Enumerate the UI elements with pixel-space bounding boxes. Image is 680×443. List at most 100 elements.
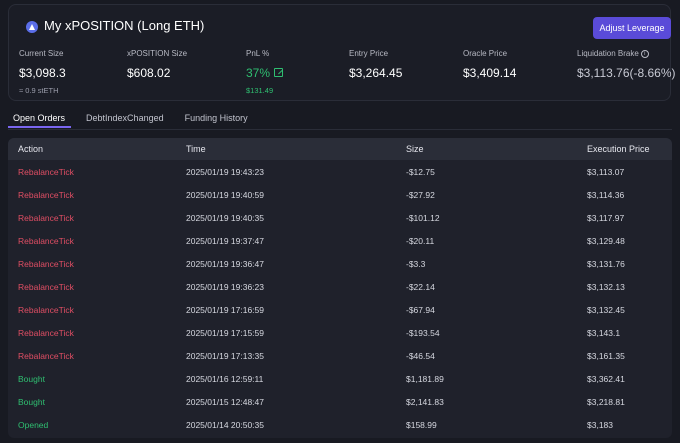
header-action: Action — [18, 144, 44, 154]
stat-liquidation-brake: Liquidation Brake i $3,113.76(-8.66%) — [577, 49, 676, 80]
cell-time: 2025/01/19 19:40:59 — [186, 189, 264, 200]
stat-value: 37% — [246, 66, 284, 80]
cell-action: RebalanceTick — [18, 235, 74, 246]
tab-funding-history[interactable]: Funding History — [184, 113, 248, 123]
table-header: Action Time Size Execution Price — [8, 138, 672, 160]
header-time: Time — [186, 144, 206, 154]
tab-bar: Open Orders DebtIndexChanged Funding His… — [8, 110, 264, 130]
cell-size: -$193.54 — [406, 327, 440, 338]
cell-price: $3,161.35 — [587, 350, 625, 361]
info-icon[interactable]: i — [640, 49, 649, 58]
liquidation-label: Liquidation Brake — [577, 49, 639, 58]
table-row: Opened 2025/01/14 20:50:35 $158.99 $3,183 — [8, 413, 672, 436]
cell-action: RebalanceTick — [18, 327, 74, 338]
cell-price: $3,362.41 — [587, 373, 625, 384]
cell-time: 2025/01/19 19:37:47 — [186, 235, 264, 246]
cell-action: RebalanceTick — [18, 281, 74, 292]
table-row: RebalanceTick 2025/01/19 19:36:47 -$3.3 $3,… — [8, 252, 672, 275]
cell-time: 2025/01/16 12:59:11 — [186, 373, 264, 384]
stat-label: Liquidation Brake i — [577, 49, 676, 58]
cell-price: $3,183 — [587, 419, 613, 430]
cell-size: $2,141.83 — [406, 396, 444, 407]
stat-value: $3,098.3 — [19, 66, 66, 80]
table-row: RebalanceTick 2025/01/19 17:13:35 -$46.54 $… — [8, 344, 672, 367]
table-row: RebalanceTick 2025/01/19 17:15:59 -$193.54… — [8, 321, 672, 344]
stat-pnl: PnL % 37% $131.49 — [246, 49, 284, 95]
stat-label: xPOSITION Size — [127, 49, 188, 58]
cell-size: -$3.3 — [406, 258, 426, 269]
cell-action: Bought — [18, 373, 45, 384]
cell-size: -$12.75 — [406, 166, 435, 177]
pnl-percent: 37% — [246, 66, 271, 80]
table-row: RebalanceTick 2025/01/19 17:16:59 -$67.94 $… — [8, 298, 672, 321]
position-card: My xPOSITION (Long ETH) Adjust Leverage … — [8, 4, 676, 101]
stat-xposition-size: xPOSITION Size $608.02 — [127, 49, 187, 80]
stat-sub: ≈ 0.9 stETH — [19, 86, 59, 95]
table-row: RebalanceTick 2025/01/19 19:40:35 -$101.12… — [8, 206, 672, 229]
cell-time: 2025/01/19 19:36:23 — [186, 281, 264, 292]
adjust-leverage-button[interactable]: Adjust Leverage — [593, 17, 671, 39]
header-price: Execution Price — [587, 144, 650, 154]
cell-price: $3,113.07 — [587, 166, 625, 177]
stat-value: $3,113.76(-8.66%) — [577, 66, 676, 80]
table-row: RebalanceTick 2025/01/19 19:43:23 -$12.75 $… — [8, 160, 672, 183]
cell-action: RebalanceTick — [18, 258, 74, 269]
stat-value: $3,409.14 — [463, 66, 517, 80]
orders-table: Action Time Size Execution Price Rebalan… — [8, 138, 672, 438]
cell-time: 2025/01/19 17:15:59 — [186, 327, 264, 338]
cell-time: 2025/01/19 19:40:35 — [186, 212, 264, 223]
cell-time: 2025/01/19 19:36:47 — [186, 258, 264, 269]
cell-time: 2025/01/15 12:48:47 — [186, 396, 264, 407]
cell-action: RebalanceTick — [18, 212, 74, 223]
position-title: My xPOSITION (Long ETH) — [44, 18, 205, 33]
tab-debt-index-changed[interactable]: DebtIndexChanged — [86, 113, 164, 123]
cell-time: 2025/01/19 17:16:59 — [186, 304, 264, 315]
table-body: RebalanceTick 2025/01/19 19:43:23 -$12.75 $… — [8, 160, 672, 436]
cell-size: $158.99 — [406, 419, 437, 430]
stat-label: Oracle Price — [463, 49, 508, 58]
stat-entry-price: Entry Price $3,264.45 — [349, 49, 402, 80]
cell-size: -$20.11 — [406, 235, 435, 246]
cell-time: 2025/01/19 19:43:23 — [186, 166, 264, 177]
cell-size: -$67.94 — [406, 304, 435, 315]
pnl-amount: $131.49 — [246, 86, 274, 95]
cell-action: Bought — [18, 396, 45, 407]
stat-label: Entry Price — [349, 49, 389, 58]
tab-open-orders[interactable]: Open Orders — [8, 110, 72, 128]
table-row: RebalanceTick 2025/01/19 19:40:59 -$27.92 $… — [8, 183, 672, 206]
cell-price: $3,131.76 — [587, 258, 625, 269]
cell-price: $3,132.13 — [587, 281, 625, 292]
cell-price: $3,132.45 — [587, 304, 625, 315]
table-row: RebalanceTick 2025/01/19 19:37:47 -$20.11 $… — [8, 229, 672, 252]
cell-price: $3,218.81 — [587, 396, 625, 407]
cell-size: -$22.14 — [406, 281, 435, 292]
cell-price: $3,114.36 — [587, 189, 625, 200]
cell-time: 2025/01/19 17:13:35 — [186, 350, 264, 361]
table-row: RebalanceTick 2025/01/19 19:36:23 -$22.14 $… — [8, 275, 672, 298]
stat-oracle-price: Oracle Price $3,409.14 — [463, 49, 516, 80]
cell-size: -$27.92 — [406, 189, 435, 200]
external-link-icon[interactable] — [274, 68, 284, 77]
stat-value: $3,264.45 — [349, 66, 403, 80]
cell-size: $1,181.89 — [406, 373, 444, 384]
stat-label: Current Size — [19, 49, 64, 58]
cell-action: RebalanceTick — [18, 304, 74, 315]
stat-value: $608.02 — [127, 66, 171, 80]
cell-action: RebalanceTick — [18, 166, 74, 177]
tab-divider — [8, 129, 672, 130]
header-size: Size — [406, 144, 424, 154]
cell-size: -$46.54 — [406, 350, 435, 361]
table-row: Bought 2025/01/15 12:48:47 $2,141.83 $3,218… — [8, 390, 672, 413]
cell-action: RebalanceTick — [18, 189, 74, 200]
table-row: Bought 2025/01/16 12:59:11 $1,181.89 $3,362… — [8, 367, 672, 390]
eth-icon — [26, 21, 38, 33]
cell-time: 2025/01/14 20:50:35 — [186, 419, 264, 430]
cell-action: RebalanceTick — [18, 350, 74, 361]
stat-label: PnL % — [246, 49, 270, 58]
cell-size: -$101.12 — [406, 212, 440, 223]
stat-current-size: Current Size $3,098.3 ≈ 0.9 stETH — [19, 49, 66, 95]
cell-price: $3,143.1 — [587, 327, 621, 338]
cell-price: $3,117.97 — [587, 212, 625, 223]
cell-action: Opened — [18, 419, 49, 430]
cell-price: $3,129.48 — [587, 235, 625, 246]
